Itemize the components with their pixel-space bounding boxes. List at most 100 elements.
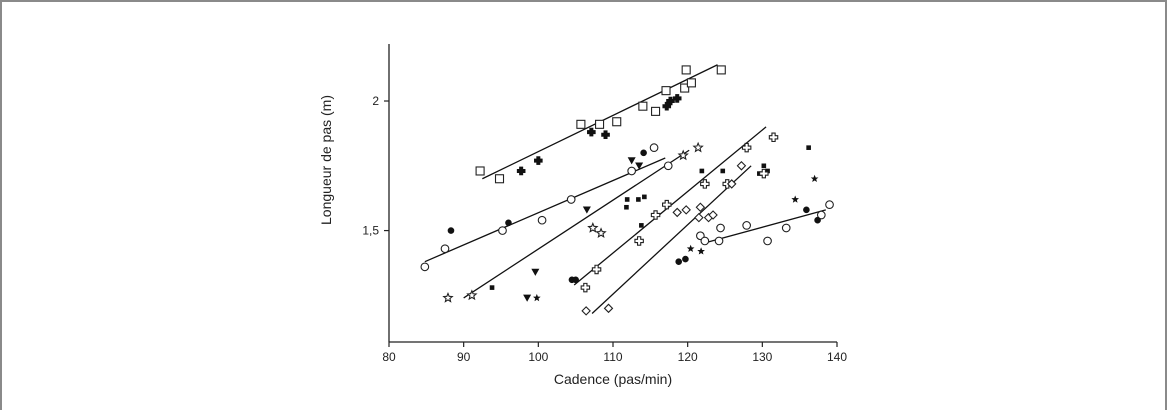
data-point-open-circle [663, 161, 673, 171]
data-point-open-cross [700, 179, 710, 189]
trend-line [463, 149, 690, 299]
data-point-filled-circle [682, 255, 689, 263]
data-point-filled-circle [814, 216, 821, 224]
x-axis-title: Cadence (pas/min) [554, 371, 672, 387]
data-point-open-diamond [726, 179, 737, 189]
x-tick-label: 90 [457, 350, 471, 364]
data-point-filled-square [624, 197, 630, 202]
data-point-open-star [587, 222, 599, 233]
data-point-open-square [638, 101, 648, 111]
data-point-open-cross [580, 282, 591, 293]
data-point-filled-cross [516, 166, 526, 176]
data-point-filled-square [720, 168, 726, 174]
axes [388, 44, 837, 343]
data-point-filled-triangle-down [582, 206, 591, 214]
data-point-open-cross [759, 168, 769, 179]
data-point-open-square [680, 83, 690, 93]
data-point-small-filled-star [533, 293, 541, 302]
x-tick-label: 120 [678, 350, 698, 364]
data-point-open-diamond [708, 210, 718, 220]
data-point-open-diamond [681, 205, 691, 215]
data-point-filled-square [761, 163, 767, 169]
x-tick-label: 140 [827, 350, 847, 364]
data-point-open-square [716, 65, 726, 75]
data-point-open-circle [420, 262, 430, 272]
data-point-filled-circle [675, 258, 683, 265]
data-points [420, 65, 834, 316]
x-tick-label: 110 [603, 350, 622, 364]
data-point-open-cross [634, 236, 644, 246]
data-point-open-star [466, 289, 478, 301]
data-point-open-circle [566, 195, 576, 204]
data-point-open-cross [662, 199, 672, 210]
data-point-open-circle [781, 223, 791, 233]
data-point-open-star [677, 149, 689, 161]
data-point-open-square [494, 174, 505, 184]
x-tick-label: 80 [382, 350, 396, 364]
data-point-filled-cross [601, 130, 610, 139]
data-point-open-cross [591, 264, 602, 275]
data-point-open-circle [763, 236, 772, 246]
data-point-small-filled-star [810, 174, 819, 182]
data-point-small-filled-star [791, 195, 800, 203]
data-point-open-square [686, 78, 696, 88]
data-point-filled-square [639, 223, 644, 228]
data-point-filled-square [642, 194, 647, 200]
data-point-open-circle [498, 226, 507, 235]
data-point-small-filled-star [697, 247, 705, 255]
data-point-open-circle [649, 143, 659, 153]
trend-lines [424, 64, 826, 314]
data-point-open-circle [700, 236, 710, 246]
y-ticks: 1,52 [362, 94, 389, 238]
data-point-open-diamond [581, 306, 591, 316]
data-point-filled-cross [662, 101, 672, 111]
data-point-open-diamond [695, 202, 706, 213]
data-point-open-circle [742, 221, 752, 230]
data-point-filled-circle [447, 227, 455, 234]
data-point-open-square [475, 166, 485, 176]
data-point-open-circle [714, 236, 724, 246]
data-point-filled-triangle-down [635, 162, 644, 170]
data-point-filled-circle [505, 219, 512, 227]
data-point-filled-circle [572, 276, 579, 284]
data-point-open-circle [627, 166, 637, 176]
data-point-open-star [442, 291, 454, 303]
data-point-filled-circle [803, 206, 810, 214]
data-point-filled-cross [672, 94, 682, 103]
data-point-open-cross [768, 132, 779, 143]
data-point-open-diamond [603, 303, 614, 314]
data-point-open-star [692, 141, 704, 153]
x-ticks: 80 90 100 110 120 130 140 [382, 342, 847, 364]
data-point-filled-square [699, 168, 705, 174]
data-point-open-circle [825, 200, 834, 210]
data-point-filled-square [806, 145, 811, 150]
data-point-open-square [595, 119, 605, 129]
data-point-filled-square [489, 285, 495, 290]
data-point-filled-triangle-down [531, 268, 540, 276]
data-point-open-cross [741, 142, 752, 153]
data-point-filled-square [636, 197, 641, 202]
data-point-filled-triangle-down [523, 294, 532, 302]
data-point-open-star [595, 227, 607, 238]
data-point-open-diamond [694, 212, 704, 223]
data-point-filled-cross [534, 156, 543, 165]
trend-line [591, 165, 752, 314]
data-point-open-circle [537, 215, 547, 225]
data-point-open-square [651, 106, 661, 116]
data-point-filled-cross [587, 127, 596, 137]
data-point-open-circle [716, 223, 725, 233]
data-point-filled-circle [640, 149, 647, 157]
data-point-open-square [576, 119, 586, 129]
y-axis-title: Longueur de pas (m) [318, 95, 334, 225]
data-point-open-square [661, 86, 671, 96]
data-point-open-circle [440, 244, 450, 254]
data-point-open-diamond [736, 161, 747, 171]
data-point-open-square [612, 117, 622, 127]
data-point-open-diamond [672, 207, 682, 218]
y-tick-label: 1,5 [362, 224, 379, 238]
data-point-open-circle [816, 210, 826, 220]
x-tick-label: 130 [752, 350, 772, 364]
data-point-filled-triangle-down [627, 157, 636, 165]
